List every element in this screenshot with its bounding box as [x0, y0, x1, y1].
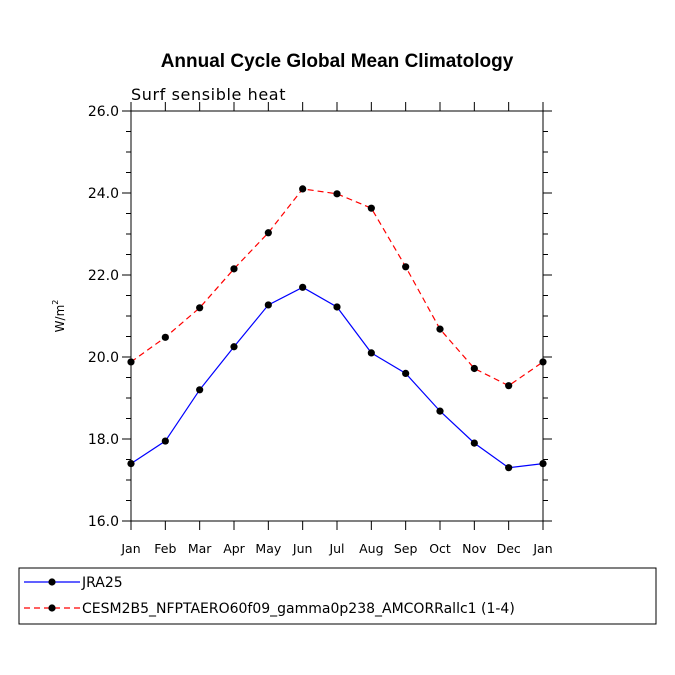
legend-label-1: JRA25 [81, 575, 123, 591]
series-1-point [161, 437, 169, 445]
x-tick-label: Dec [497, 541, 521, 556]
x-tick-label: Jan [532, 541, 552, 556]
x-tick-label: Jul [328, 541, 344, 556]
chart-title: Annual Cycle Global Mean Climatology [161, 51, 514, 72]
x-tick-label: Mar [188, 541, 212, 556]
series-1-point [230, 343, 238, 351]
x-tick-label: May [255, 541, 281, 556]
legend: JRA25 CESM2B5_NFPTAERO60f09_gamma0p238_AM… [24, 575, 515, 617]
series-1-point [299, 283, 307, 291]
series-2-point [539, 358, 547, 366]
series-2-point [436, 325, 444, 333]
series-layer [127, 185, 547, 472]
series-2-point [470, 364, 478, 373]
legend-box [18, 567, 657, 625]
y-tick-label: 20.0 [88, 350, 119, 366]
series-1-point [505, 464, 513, 472]
x-tick-label: Nov [462, 541, 487, 556]
series-2-point [402, 263, 410, 271]
legend-marker-2 [48, 604, 56, 612]
series-1-point [196, 386, 204, 394]
legend-label-2: CESM2B5_NFPTAERO60f09_gamma0p238_AMCORRa… [82, 601, 515, 617]
y-tick-label: 18.0 [88, 432, 119, 448]
x-tick-label: Sep [394, 541, 418, 556]
y-tick-label: 24.0 [88, 186, 119, 202]
x-tick-label: Jun [292, 541, 313, 556]
series-1-point [367, 349, 375, 357]
legend-marker-1 [48, 578, 56, 586]
series-2-point [505, 382, 513, 390]
y-tick-label: 26.0 [88, 104, 119, 120]
series-line-2 [130, 188, 544, 387]
series-1-point [539, 460, 547, 468]
plot-frame [130, 110, 544, 522]
series-2-point [127, 358, 135, 366]
chart-subtitle: Surf sensible heat [131, 85, 286, 104]
series-2-point [230, 265, 238, 273]
x-tick-label: Feb [154, 541, 176, 556]
y-axis-label-superscript: 2 [51, 300, 60, 305]
series-2-point [264, 229, 272, 237]
series-1-point [470, 439, 478, 447]
series-2-point [299, 185, 307, 193]
series-2-point [367, 204, 375, 212]
series-2-point [333, 190, 341, 198]
series-1-point [264, 301, 272, 309]
y-axis: 16.0 18.0 20.0 22.0 24.0 26.0 [88, 104, 552, 530]
series-1-point [127, 460, 135, 468]
series-2-point [161, 333, 169, 341]
series-1-point [436, 407, 444, 415]
x-tick-label: Jan [120, 541, 140, 556]
series-line-1 [130, 286, 544, 469]
x-tick-label: Aug [359, 541, 383, 556]
y-tick-label: 16.0 [88, 514, 119, 530]
x-tick-label: Apr [223, 541, 245, 556]
series-2-point [196, 304, 204, 312]
series-1-point [402, 369, 410, 377]
y-tick-label: 22.0 [88, 268, 119, 284]
y-axis-label-base: W/m [53, 305, 67, 333]
x-tick-label: Oct [429, 541, 451, 556]
x-axis: Jan Feb Mar Apr May Jun Jul Aug Sep Oct Nov Dec Jan [120, 102, 553, 556]
series-1-point [333, 303, 341, 311]
y-axis-label: W/m2 [51, 300, 67, 333]
